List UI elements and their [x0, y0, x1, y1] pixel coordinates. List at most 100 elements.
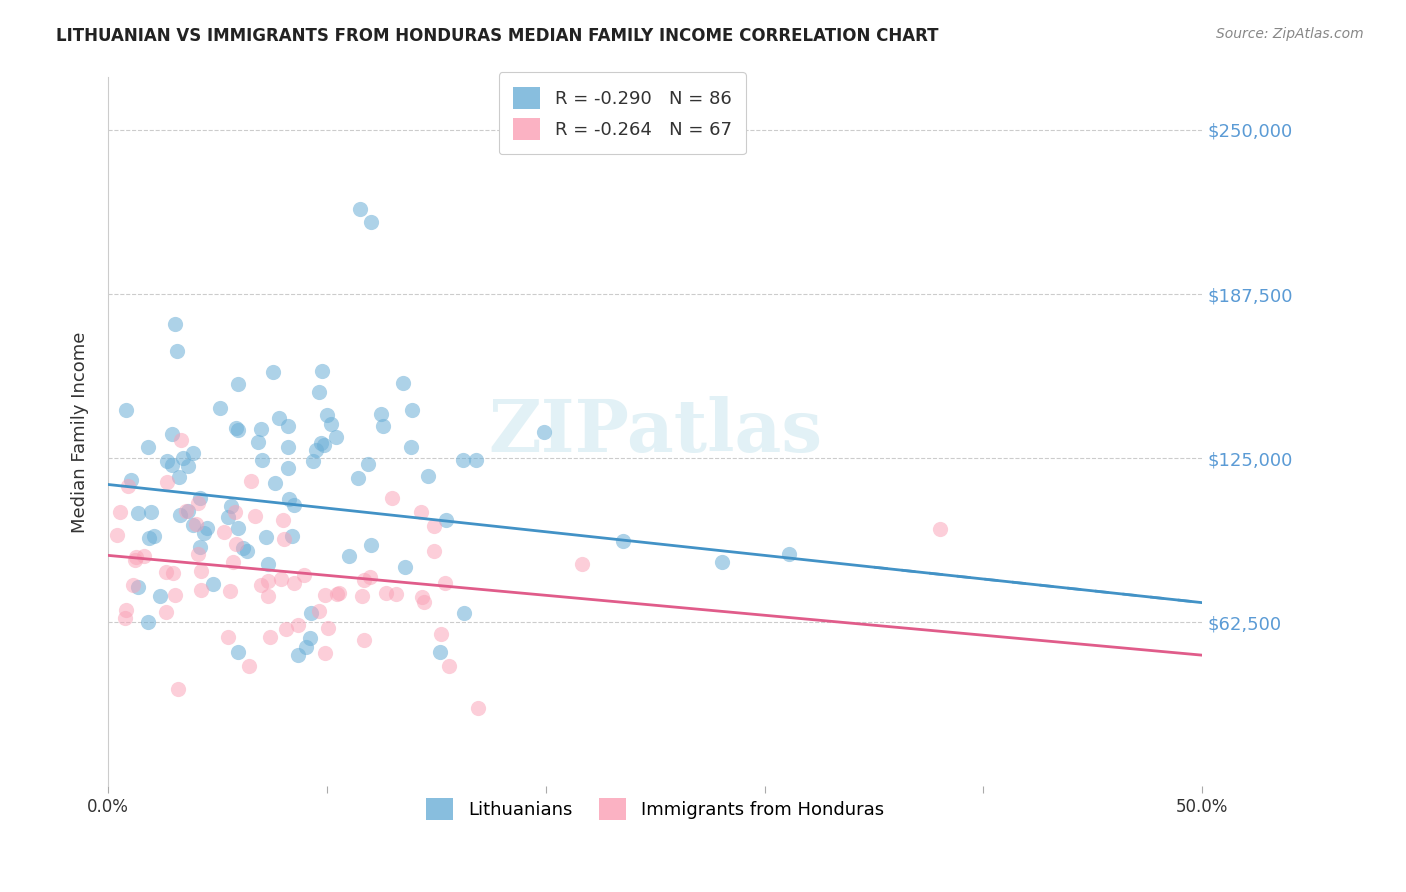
Point [193, 526, 215, 541]
Point [359, 569, 381, 583]
Point [357, 457, 380, 471]
Point [277, 491, 299, 506]
Point [155, 566, 177, 580]
Point [453, 606, 475, 620]
Point [308, 604, 330, 618]
Point [187, 547, 209, 561]
Point [188, 540, 211, 554]
Point [256, 574, 278, 589]
Point [467, 700, 489, 714]
Point [437, 659, 460, 673]
Point [166, 344, 188, 359]
Point [174, 504, 197, 518]
Point [181, 518, 204, 533]
Point [124, 550, 146, 565]
Point [160, 426, 183, 441]
Legend: Lithuanians, Immigrants from Honduras: Lithuanians, Immigrants from Honduras [412, 783, 898, 834]
Point [120, 474, 142, 488]
Point [149, 590, 172, 604]
Point [413, 595, 436, 609]
Point [385, 587, 408, 601]
Point [232, 541, 254, 556]
Point [172, 450, 194, 465]
Point [453, 453, 475, 467]
Point [710, 555, 733, 569]
Point [287, 618, 309, 632]
Point [314, 588, 336, 602]
Point [302, 454, 325, 468]
Point [360, 215, 382, 229]
Point [394, 559, 416, 574]
Point [299, 606, 322, 620]
Point [219, 584, 242, 599]
Point [257, 557, 280, 571]
Point [136, 440, 159, 454]
Point [304, 443, 326, 458]
Point [114, 403, 136, 417]
Point [360, 538, 382, 552]
Point [225, 537, 247, 551]
Point [226, 645, 249, 659]
Point [298, 631, 321, 645]
Point [238, 659, 260, 673]
Point [928, 522, 950, 536]
Point [143, 529, 166, 543]
Point [166, 682, 188, 697]
Point [243, 508, 266, 523]
Point [434, 575, 457, 590]
Point [353, 632, 375, 647]
Point [292, 567, 315, 582]
Point [162, 566, 184, 581]
Point [250, 453, 273, 467]
Point [247, 434, 270, 449]
Point [429, 626, 451, 640]
Point [160, 458, 183, 472]
Point [778, 547, 800, 561]
Point [422, 544, 444, 558]
Point [401, 403, 423, 417]
Point [311, 436, 333, 450]
Point [392, 376, 415, 390]
Point [346, 471, 368, 485]
Point [339, 549, 361, 563]
Point [202, 577, 225, 591]
Point [239, 474, 262, 488]
Point [217, 510, 239, 524]
Point [226, 423, 249, 437]
Point [311, 364, 333, 378]
Point [464, 452, 486, 467]
Point [121, 578, 143, 592]
Point [105, 528, 128, 542]
Point [353, 573, 375, 587]
Point [184, 517, 207, 532]
Point [276, 460, 298, 475]
Point [373, 418, 395, 433]
Point [188, 491, 211, 505]
Point [226, 377, 249, 392]
Point [156, 475, 179, 489]
Y-axis label: Median Family Income: Median Family Income [72, 331, 89, 533]
Point [190, 564, 212, 578]
Point [411, 505, 433, 519]
Point [225, 421, 247, 435]
Point [163, 588, 186, 602]
Text: Source: ZipAtlas.com: Source: ZipAtlas.com [1216, 27, 1364, 41]
Point [533, 425, 555, 439]
Point [165, 318, 187, 332]
Point [177, 504, 200, 518]
Point [319, 417, 342, 431]
Point [127, 506, 149, 520]
Point [134, 549, 156, 563]
Point [138, 531, 160, 545]
Point [429, 645, 451, 659]
Point [169, 434, 191, 448]
Point [257, 589, 280, 603]
Point [127, 581, 149, 595]
Point [167, 470, 190, 484]
Point [169, 508, 191, 522]
Point [308, 384, 330, 399]
Text: ZIPatlas: ZIPatlas [488, 396, 823, 467]
Point [271, 513, 294, 527]
Point [349, 202, 371, 216]
Point [612, 533, 634, 548]
